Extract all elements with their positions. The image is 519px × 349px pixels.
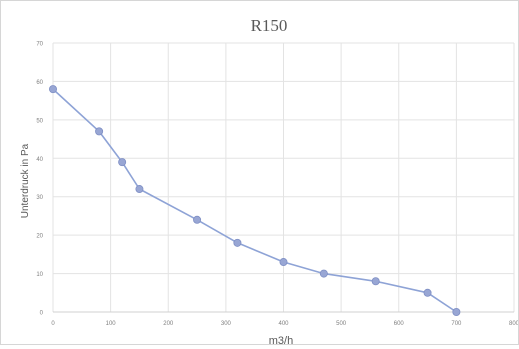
data-point — [452, 307, 461, 316]
y-tick-label: 60 — [36, 80, 43, 86]
y-tick-label: 20 — [36, 234, 43, 240]
data-point — [319, 269, 328, 278]
x-tick-label: 200 — [163, 321, 174, 327]
x-tick-label: 400 — [278, 321, 289, 327]
data-point — [49, 85, 58, 94]
data-point — [95, 127, 104, 136]
data-point — [193, 215, 202, 224]
y-axis-label: Unterdruck in Pa — [20, 143, 31, 218]
data-point — [118, 158, 127, 167]
x-tick-label: 700 — [451, 321, 462, 327]
x-axis-label: m3/h — [269, 335, 293, 344]
series-layer — [49, 85, 461, 316]
data-point — [135, 185, 144, 194]
data-point — [423, 288, 432, 297]
data-point — [371, 277, 380, 286]
x-tick-label: 0 — [51, 321, 55, 327]
y-tick-label: 0 — [40, 311, 44, 317]
x-tick-label: 600 — [394, 321, 405, 327]
series-line — [52, 88, 457, 313]
chart-title: R150 — [251, 16, 288, 35]
x-tick-label: 500 — [336, 321, 347, 327]
data-point — [279, 258, 288, 267]
x-tick-label: 800 — [509, 321, 518, 327]
y-tick-label: 40 — [36, 157, 43, 163]
y-tick-label: 70 — [36, 42, 43, 48]
grid-layer — [52, 42, 515, 313]
x-tick-label: 300 — [221, 321, 232, 327]
y-tick-label: 30 — [36, 195, 43, 201]
y-tick-label: 50 — [36, 118, 43, 124]
y-tick-label: 10 — [36, 272, 43, 278]
data-point — [233, 238, 242, 247]
x-tick-label: 100 — [106, 321, 117, 327]
